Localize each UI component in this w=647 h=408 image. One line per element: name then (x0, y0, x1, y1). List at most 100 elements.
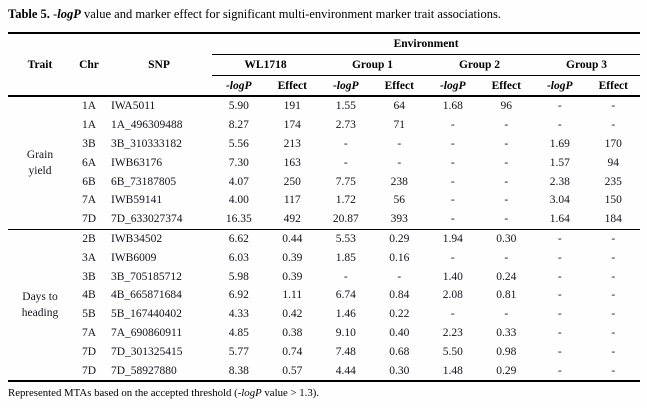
value-cell: 0.29 (496, 364, 517, 377)
value-cell: - (504, 137, 509, 150)
value-cell: - (504, 194, 509, 207)
value-cell: 56 (393, 194, 406, 207)
table-row: 7D 7D_58927880 8.38 0.57 4.44 0.30 1.48 0.29 - - (8, 361, 640, 381)
value-cell: - (611, 270, 616, 283)
value-cell: 492 (283, 213, 301, 226)
snp-cell: IWB34502 (111, 232, 163, 245)
col-header-group3: Group 3 (533, 54, 641, 76)
value-cell: 4.33 (228, 308, 249, 321)
value-cell: 1.11 (282, 289, 303, 302)
table-title-number: Table 5. (8, 7, 50, 21)
table-title-dash: - (49, 7, 58, 21)
value-cell: 0.24 (496, 270, 517, 283)
chr-cell: 3B (82, 137, 96, 150)
table-row: 7A IWB59141 4.00 117 1.72 56 - - 3.04 150 (8, 191, 640, 210)
table-row: 5B 5B_167440402 4.33 0.42 1.46 0.22 - - - - (8, 305, 640, 324)
value-cell: 5.98 (228, 270, 249, 283)
value-cell: - (504, 308, 509, 321)
mta-table: Trait Chr SNP Environment WL1718 Group 1… (8, 32, 641, 382)
value-cell: 2.38 (549, 175, 570, 188)
footnote-logp: logP (241, 386, 262, 399)
value-cell: - (557, 119, 562, 132)
value-cell: 4.00 (228, 194, 249, 207)
table-row: 6B 6B_73187805 4.07 250 7.75 238 - - 2.38 235 (8, 172, 640, 191)
value-cell: - (450, 251, 455, 264)
chr-cell: 4B (82, 289, 96, 302)
value-cell: 0.57 (282, 364, 303, 377)
value-cell: - (450, 308, 455, 321)
table-row: 3B 3B_705185712 5.98 0.39 - - 1.40 0.24 - - (8, 267, 640, 286)
col-header-environment: Environment (212, 33, 641, 55)
value-cell: 1.55 (335, 100, 356, 113)
value-cell: 0.39 (282, 270, 303, 283)
value-cell: 0.16 (389, 251, 410, 264)
value-cell: 0.30 (389, 364, 410, 377)
value-cell: 1.68 (442, 100, 463, 113)
value-cell: 1.46 (335, 308, 356, 321)
chr-cell: 7A (81, 326, 97, 339)
value-cell: 0.84 (389, 289, 410, 302)
col-header-wl1718: WL1718 (212, 54, 319, 76)
table-row: 6A IWB63176 7.30 163 - - - - 1.57 94 (8, 153, 640, 172)
snp-cell: 5B_167440402 (111, 308, 182, 321)
chr-cell: 2B (82, 232, 96, 245)
chr-cell: 1A (81, 119, 97, 132)
value-cell: 0.68 (389, 345, 410, 358)
header-row-environment: Trait Chr SNP Environment (8, 33, 641, 71)
table-row: Grain yield 1A IWA5011 5.90 191 1.55 64 1.68 96 -… (8, 96, 640, 176)
value-cell: - (450, 137, 455, 150)
col-header-effect: Effect (491, 79, 521, 92)
value-cell: 1.69 (549, 137, 570, 150)
value-cell: 7.30 (228, 156, 249, 169)
snp-cell: 1A_496309488 (111, 119, 183, 132)
snp-cell: IWB6009 (111, 251, 157, 264)
value-cell: 0.22 (389, 308, 410, 321)
value-cell: - (504, 251, 509, 264)
value-cell: - (611, 119, 616, 132)
col-header-logp: -logP (439, 79, 466, 92)
value-cell: 96 (500, 100, 513, 113)
value-cell: 4.85 (228, 326, 249, 339)
table-body: Grain yield 1A IWA5011 5.90 191 1.55 64 1.68 96 -… (8, 96, 641, 381)
table-title-rest: value and marker effect for significant … (80, 7, 501, 21)
value-cell: 2.73 (335, 119, 356, 132)
value-cell: - (557, 232, 562, 245)
value-cell: - (611, 308, 616, 321)
value-cell: - (504, 119, 509, 132)
value-cell: 174 (283, 119, 301, 132)
value-cell: 7.75 (335, 175, 356, 188)
col-header-snp: SNP (148, 58, 170, 71)
value-cell: 0.29 (389, 232, 410, 245)
value-cell: 5.90 (228, 100, 249, 113)
value-cell: - (343, 156, 348, 169)
snp-cell: 3B_310333182 (111, 137, 182, 150)
value-cell: 9.10 (335, 326, 356, 339)
value-cell: - (611, 251, 616, 264)
snp-cell: IWB59141 (111, 194, 163, 207)
table-row: 7D 7D_301325415 5.77 0.74 7.48 0.68 5.50 0.98 - - (8, 342, 640, 361)
snp-cell: 6B_73187805 (111, 175, 177, 188)
header-row-groups: WL1718 Group 1 Group 2 Group 3 (8, 54, 641, 76)
value-cell: - (557, 251, 562, 264)
col-header-chr: Chr (79, 58, 99, 71)
value-cell: - (611, 364, 616, 377)
table-row: Days to heading 2B IWB34502 6.62 0.44 5.53 0.2… (8, 229, 641, 319)
value-cell: - (450, 175, 455, 188)
value-cell: - (397, 156, 402, 169)
value-cell: - (397, 270, 402, 283)
col-header-group1: Group 1 (319, 54, 426, 76)
header-row-subcolumns: -logP Effect -logP Effect -logP Effect -… (8, 76, 640, 97)
value-cell: 0.74 (282, 345, 303, 358)
value-cell: 71 (393, 119, 406, 132)
value-cell: 0.98 (496, 345, 517, 358)
value-cell: 94 (607, 156, 620, 169)
value-cell: - (450, 213, 455, 226)
table-title: Table 5. -logP value and marker effect f… (0, 0, 647, 22)
table-row: 1A 1A_496309488 8.27 174 2.73 71 - - - - (8, 116, 640, 135)
value-cell: 0.44 (282, 232, 303, 245)
value-cell: 0.42 (282, 308, 303, 321)
snp-cell: 7A_690860911 (111, 326, 183, 339)
value-cell: - (557, 100, 562, 113)
value-cell: - (611, 289, 616, 302)
